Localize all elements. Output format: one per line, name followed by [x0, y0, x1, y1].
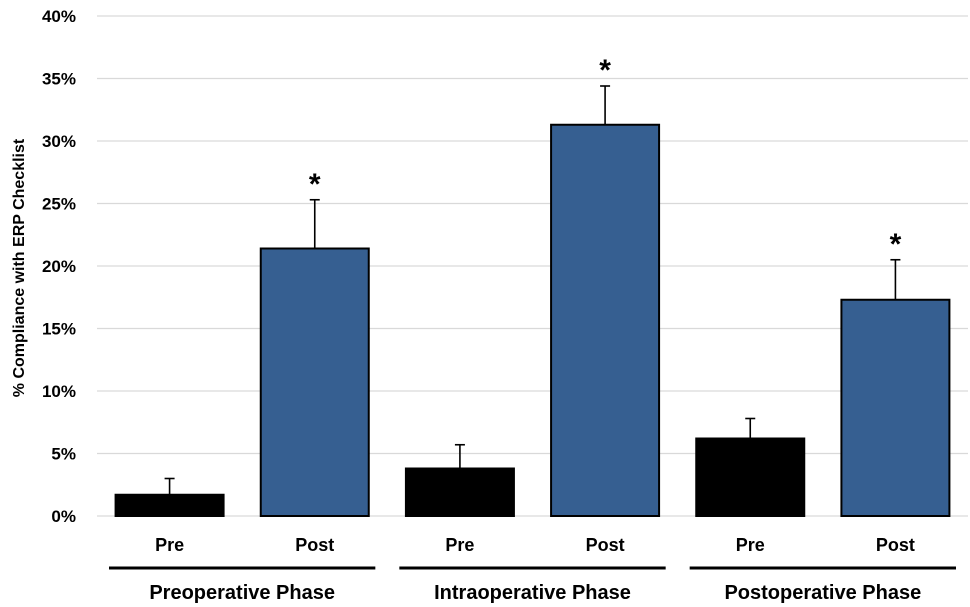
bar [259, 247, 370, 517]
gridlines [97, 15, 968, 517]
category-labels: Pre Post Pre Post Pre Post [155, 535, 915, 555]
bar [840, 298, 951, 517]
y-tick-label: 0% [51, 507, 76, 526]
significance-marker: * [599, 54, 611, 87]
significance-marker: * [890, 228, 902, 261]
group-label: Preoperative Phase [149, 582, 335, 604]
group-label: Postoperative Phase [724, 582, 921, 604]
y-tick-label: 35% [42, 70, 76, 89]
y-tick-label: 20% [42, 257, 76, 276]
y-tick-label: 10% [42, 382, 76, 401]
y-tick-label: 15% [42, 320, 76, 339]
bar [550, 123, 661, 517]
significance-marker: * [309, 168, 321, 201]
bar [114, 493, 225, 517]
y-tick-label: 30% [42, 132, 76, 151]
group-label: Intraoperative Phase [434, 582, 631, 604]
y-axis-label: % Compliance with ERP Checklist [11, 138, 28, 397]
category-label: Pre [736, 535, 765, 555]
category-label: Pre [155, 535, 184, 555]
category-label: Post [876, 535, 915, 555]
category-label: Post [586, 535, 625, 555]
y-tick-label: 40% [42, 7, 76, 26]
bars: * * * [114, 54, 951, 517]
bar [404, 467, 515, 517]
y-tick-label: 25% [42, 195, 76, 214]
group-labels: Preoperative Phase Intraoperative Phase Po… [109, 566, 956, 604]
y-axis-ticks: 0% 5% 10% 15% 20% 25% 30% 35% 40% [42, 7, 76, 526]
y-tick-label: 5% [51, 445, 76, 464]
category-label: Pre [445, 535, 474, 555]
bar [695, 437, 806, 517]
category-label: Post [295, 535, 334, 555]
